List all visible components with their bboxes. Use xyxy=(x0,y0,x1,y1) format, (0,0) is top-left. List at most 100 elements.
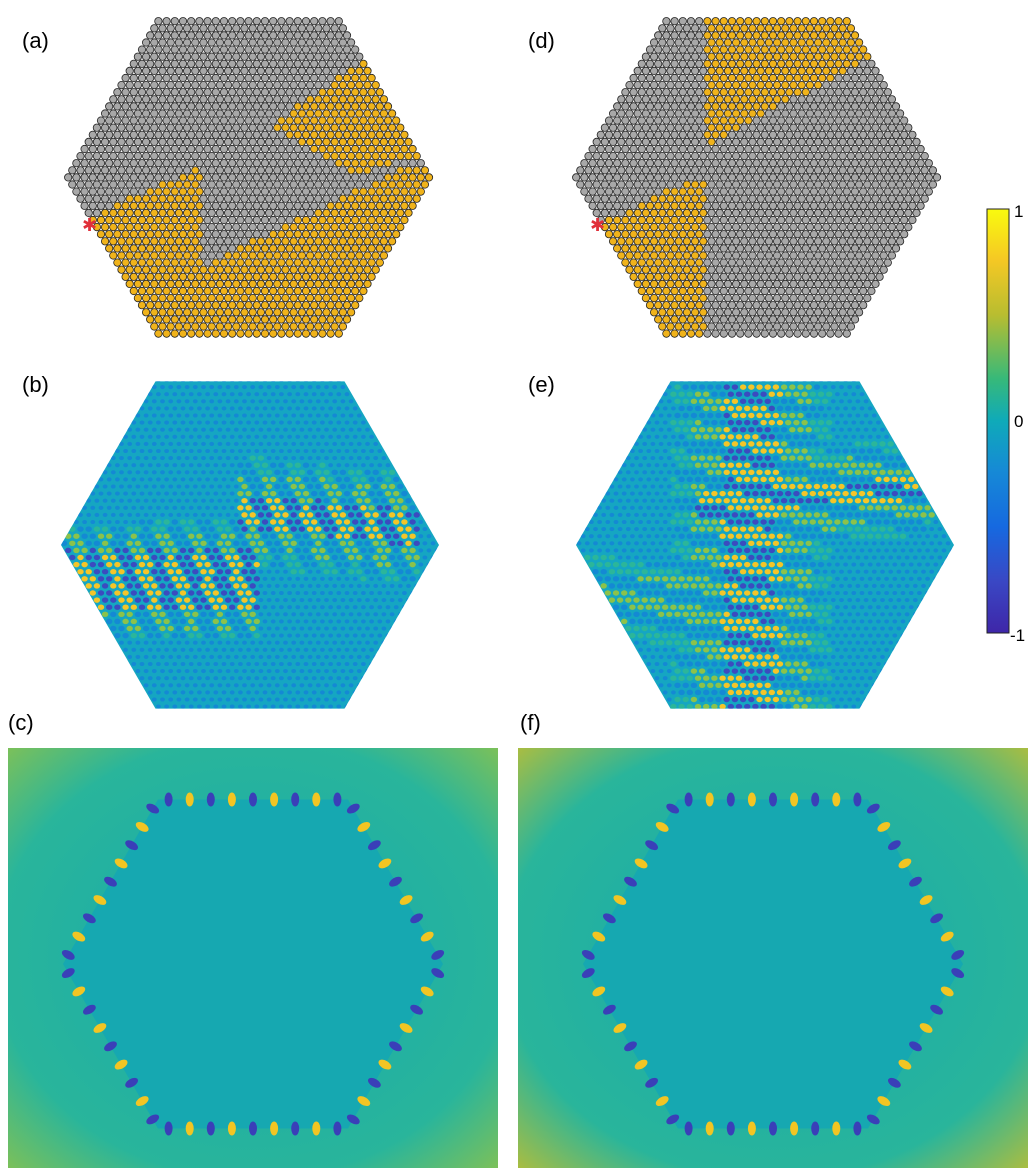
lattice-site xyxy=(191,180,200,189)
lattice-site xyxy=(842,116,851,125)
field-spot xyxy=(188,477,194,482)
lattice-site xyxy=(891,102,901,111)
field-spot xyxy=(372,483,379,490)
lattice-site xyxy=(273,194,282,203)
field-spot xyxy=(319,476,326,483)
lattice-site xyxy=(666,208,675,217)
lattice-site xyxy=(334,116,343,125)
field-spot xyxy=(430,399,436,404)
lattice-site xyxy=(834,45,843,54)
lattice-site xyxy=(240,180,249,189)
lattice-site xyxy=(900,230,909,239)
lattice-site xyxy=(387,194,397,203)
lattice-site xyxy=(314,38,323,47)
field-spot xyxy=(138,590,146,596)
field-spot xyxy=(409,547,416,554)
lattice-site xyxy=(137,88,147,97)
lattice-site xyxy=(658,123,667,132)
field-spot xyxy=(147,448,153,454)
lattice-site xyxy=(699,194,708,203)
lattice-site xyxy=(322,24,331,33)
field-spot xyxy=(164,505,169,510)
field-spot xyxy=(270,619,276,624)
lattice-site xyxy=(285,130,294,139)
lattice-site xyxy=(658,308,667,317)
lattice-site xyxy=(732,152,741,161)
field-spot xyxy=(290,554,297,561)
lattice-site xyxy=(838,66,847,76)
field-spot xyxy=(61,604,64,610)
field-spot xyxy=(422,512,428,517)
lattice-site xyxy=(158,251,167,260)
field-spot xyxy=(209,399,215,404)
lattice-site xyxy=(162,102,171,111)
lattice-site xyxy=(686,258,696,267)
field-spot xyxy=(61,406,63,411)
lattice-site xyxy=(166,180,175,189)
lattice-site xyxy=(756,38,765,47)
field-spot xyxy=(237,490,244,497)
lattice-site xyxy=(256,109,265,118)
field-spot xyxy=(151,413,157,418)
field-spot xyxy=(311,420,317,425)
lattice-site xyxy=(105,230,114,239)
field-spot xyxy=(409,505,416,511)
lattice-site xyxy=(105,159,114,168)
lattice-site xyxy=(604,144,614,154)
lattice-site xyxy=(608,137,618,146)
field-spot xyxy=(159,597,166,603)
field-spot xyxy=(151,540,158,547)
field-spot xyxy=(205,392,211,397)
field-spot xyxy=(283,583,288,588)
field-spot xyxy=(397,640,403,645)
lattice-site xyxy=(240,293,249,303)
lattice-site xyxy=(256,95,265,104)
lattice-site xyxy=(781,180,790,189)
field-spot xyxy=(418,392,424,397)
field-spot xyxy=(258,598,264,603)
field-spot xyxy=(180,448,186,454)
lattice-site xyxy=(678,187,687,196)
lattice-site xyxy=(723,123,732,132)
lattice-site xyxy=(416,159,425,168)
field-spot xyxy=(401,533,408,539)
lattice-site xyxy=(904,137,913,146)
field-spot xyxy=(97,576,105,582)
field-spot xyxy=(320,448,325,454)
lattice-site xyxy=(691,152,700,161)
lattice-site xyxy=(92,137,102,146)
lattice-site xyxy=(363,123,372,132)
lattice-site xyxy=(777,230,786,239)
lattice-site xyxy=(854,52,864,61)
lattice-site xyxy=(805,109,814,118)
lattice-site xyxy=(859,244,868,253)
lattice-site xyxy=(695,59,704,68)
lattice-site xyxy=(900,187,909,196)
lattice-site xyxy=(105,215,114,225)
lattice-site xyxy=(170,17,179,26)
lattice-site xyxy=(781,194,790,203)
lattice-site xyxy=(727,144,737,154)
lattice-site xyxy=(674,137,683,146)
lattice-site xyxy=(686,286,696,296)
lattice-site xyxy=(338,208,347,217)
field-spot xyxy=(61,385,67,390)
field-spot xyxy=(130,547,137,554)
lattice-site xyxy=(850,286,860,296)
lattice-site xyxy=(760,159,769,168)
lattice-site xyxy=(137,301,147,310)
lattice-site xyxy=(928,166,937,175)
field-spot xyxy=(143,427,149,432)
lattice-site xyxy=(129,59,138,68)
field-spot xyxy=(224,597,232,603)
lattice-site xyxy=(711,230,720,239)
lattice-site xyxy=(846,123,855,132)
lattice-site xyxy=(121,116,130,125)
lattice-site xyxy=(396,223,405,232)
field-spot xyxy=(303,633,309,638)
lattice-site xyxy=(170,144,179,154)
lattice-site xyxy=(658,152,667,161)
lattice-site xyxy=(289,38,298,47)
lattice-site xyxy=(900,116,909,125)
field-spot xyxy=(229,392,235,397)
